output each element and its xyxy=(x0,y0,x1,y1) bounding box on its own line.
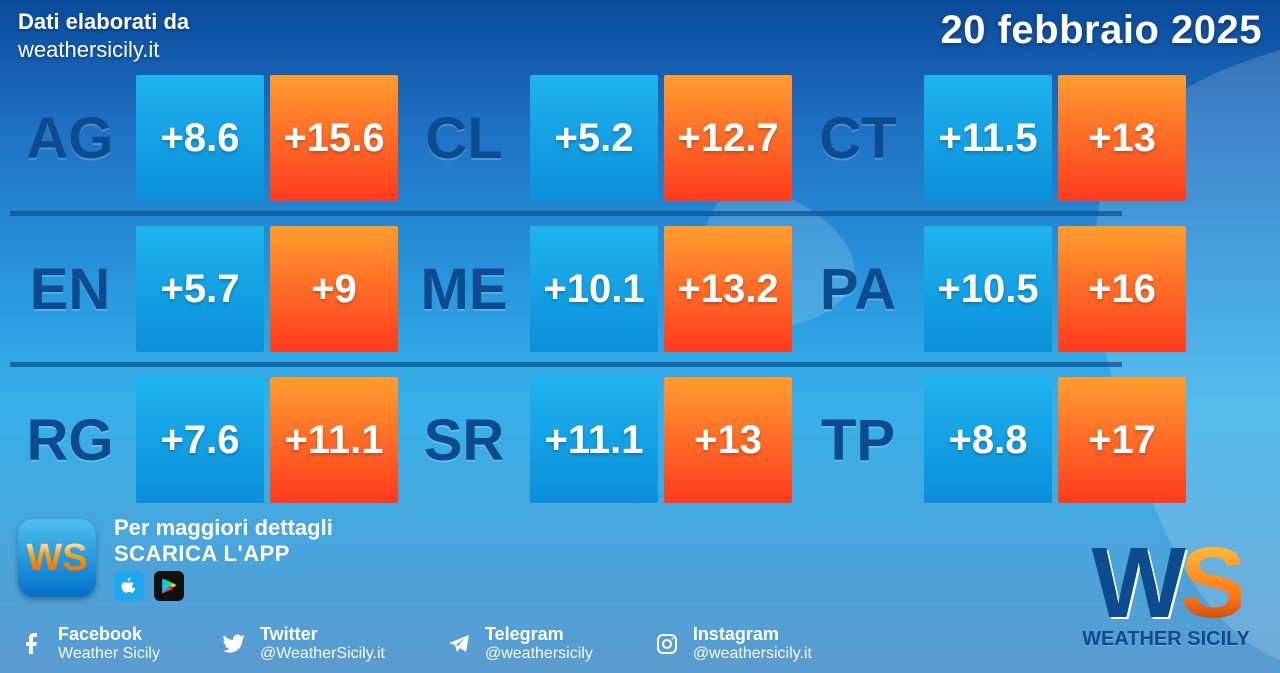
social-text: Instagram@weathersicily.it xyxy=(693,624,812,663)
promo-line1: Per maggiori dettagli xyxy=(114,515,333,541)
social-row: FacebookWeather Sicily Twitter@WeatherSic… xyxy=(18,624,812,663)
facebook-icon xyxy=(18,630,46,658)
temp-max: +13 xyxy=(664,377,792,503)
province-code: TP xyxy=(798,377,918,503)
logo-caption: WEATHER SICILY xyxy=(1066,628,1266,651)
social-telegram: Telegram@weathersicily xyxy=(445,624,593,663)
social-instagram: Instagram@weathersicily.it xyxy=(653,624,812,663)
appstore-icon xyxy=(114,571,144,601)
temp-min: +11.5 xyxy=(924,75,1052,201)
temp-min: +5.7 xyxy=(136,226,264,352)
app-icon: WS xyxy=(18,519,96,597)
temp-min: +10.1 xyxy=(530,226,658,352)
app-promo: WS Per maggiori dettagli SCARICA L'APP xyxy=(18,515,333,601)
app-icon-text: WS xyxy=(26,537,87,580)
grid-row: AG+8.6+15.6CL+5.2+12.7CT+11.5+13 xyxy=(10,75,1122,201)
social-handle: @WeatherSicily.it xyxy=(260,645,385,663)
province-code: PA xyxy=(798,226,918,352)
grid-row: RG+7.6+11.1SR+11.1+13TP+8.8+17 xyxy=(10,377,1122,503)
grid-row: EN+5.7+9ME+10.1+13.2PA+10.5+16 xyxy=(10,226,1122,352)
source-label: Dati elaborati da xyxy=(18,8,189,36)
social-twitter: Twitter@WeatherSicily.it xyxy=(220,624,385,663)
temp-min: +5.2 xyxy=(530,75,658,201)
social-handle: @weathersicily.it xyxy=(693,645,812,663)
temp-max: +16 xyxy=(1058,226,1186,352)
social-facebook: FacebookWeather Sicily xyxy=(18,624,160,663)
temp-max: +11.1 xyxy=(270,377,398,503)
promo-line2: SCARICA L'APP xyxy=(114,541,333,567)
temperature-grid: AG+8.6+15.6CL+5.2+12.7CT+11.5+13EN+5.7+9… xyxy=(10,75,1122,521)
header-date: 20 febbraio 2025 xyxy=(941,8,1263,53)
social-name: Instagram xyxy=(693,624,779,644)
row-divider xyxy=(10,211,1122,216)
province-code: ME xyxy=(404,226,524,352)
province-code: CT xyxy=(798,75,918,201)
googleplay-icon xyxy=(154,571,184,601)
temp-min: +8.6 xyxy=(136,75,264,201)
source-credit: Dati elaborati da weathersicily.it xyxy=(18,8,189,63)
instagram-icon xyxy=(653,630,681,658)
temp-max: +17 xyxy=(1058,377,1186,503)
store-badges xyxy=(114,571,333,601)
temp-max: +9 xyxy=(270,226,398,352)
source-site: weathersicily.it xyxy=(18,36,189,64)
social-name: Telegram xyxy=(485,624,564,644)
telegram-icon xyxy=(445,630,473,658)
social-name: Twitter xyxy=(260,624,318,644)
social-handle: Weather Sicily xyxy=(58,645,160,663)
province-code: SR xyxy=(404,377,524,503)
temp-min: +8.8 xyxy=(924,377,1052,503)
temp-max: +12.7 xyxy=(664,75,792,201)
social-text: Twitter@WeatherSicily.it xyxy=(260,624,385,663)
ws-logo: WS WEATHER SICILY xyxy=(1066,541,1266,651)
header: Dati elaborati da weathersicily.it 20 fe… xyxy=(18,8,1262,63)
logo-mark: WS xyxy=(1066,541,1266,626)
temp-min: +11.1 xyxy=(530,377,658,503)
social-text: FacebookWeather Sicily xyxy=(58,624,160,663)
row-divider xyxy=(10,362,1122,367)
social-handle: @weathersicily xyxy=(485,645,593,663)
temp-max: +13 xyxy=(1058,75,1186,201)
province-code: CL xyxy=(404,75,524,201)
social-text: Telegram@weathersicily xyxy=(485,624,593,663)
province-code: AG xyxy=(10,75,130,201)
province-code: EN xyxy=(10,226,130,352)
promo-text: Per maggiori dettagli SCARICA L'APP xyxy=(114,515,333,601)
social-name: Facebook xyxy=(58,624,142,644)
temp-max: +13.2 xyxy=(664,226,792,352)
temp-min: +10.5 xyxy=(924,226,1052,352)
temp-max: +15.6 xyxy=(270,75,398,201)
province-code: RG xyxy=(10,377,130,503)
twitter-icon xyxy=(220,630,248,658)
temp-min: +7.6 xyxy=(136,377,264,503)
